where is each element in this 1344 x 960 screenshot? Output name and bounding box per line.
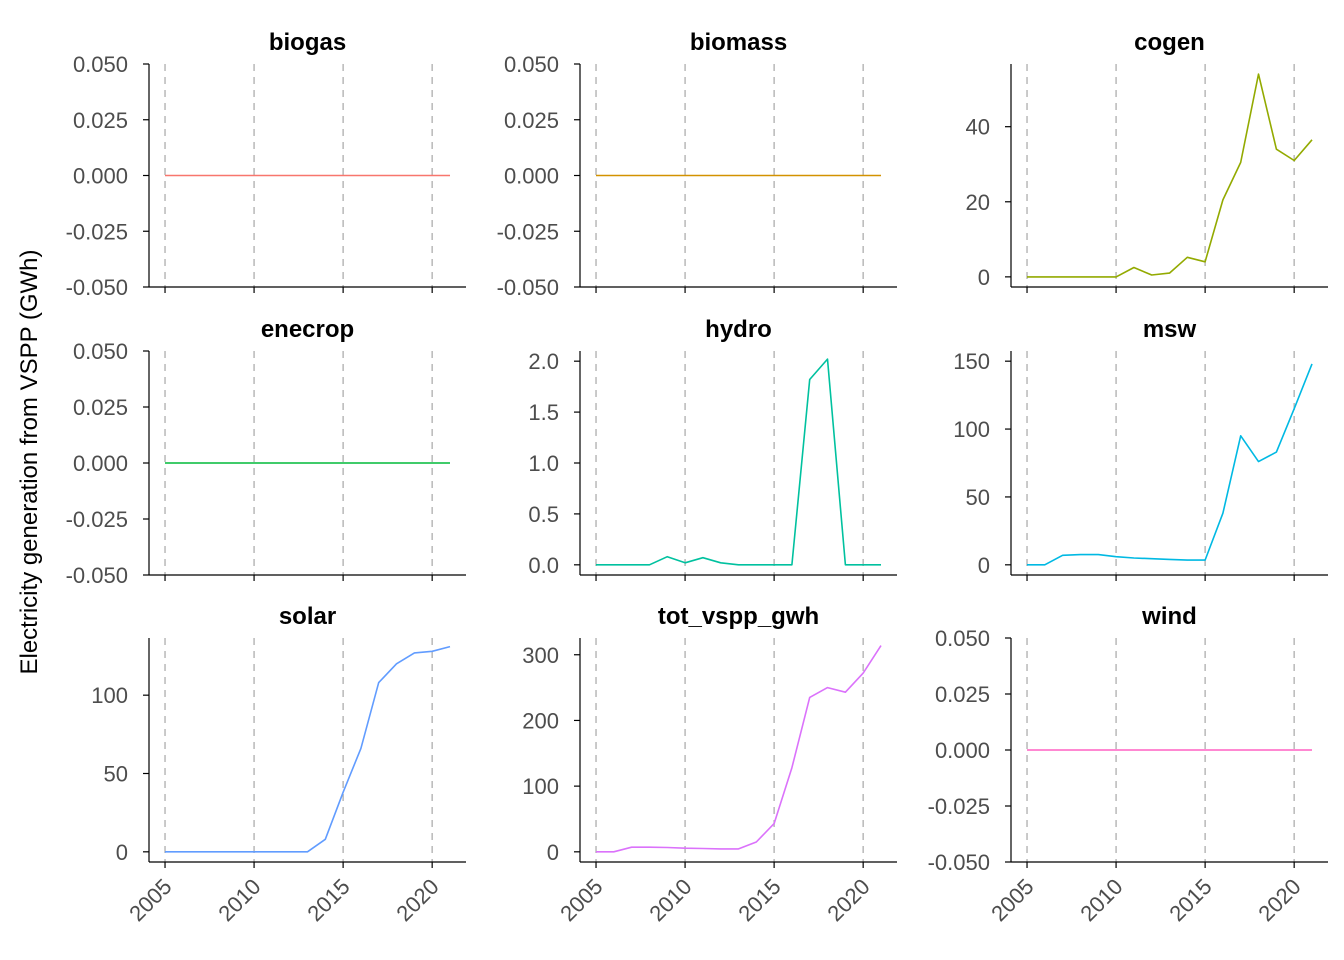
x-tick-label: 2005	[555, 874, 607, 926]
y-tick-label: 50	[966, 485, 990, 510]
y-tick-label: 0.000	[73, 164, 128, 189]
y-tick-label: -0.025	[66, 219, 128, 244]
y-tick-label: 0.050	[73, 339, 128, 364]
panel-title: solar	[279, 603, 336, 630]
y-tick-label: 0.0	[528, 553, 559, 578]
x-tick-label: 2010	[213, 874, 265, 926]
y-tick-label: 0.025	[73, 108, 128, 133]
series-line-cogen	[1027, 73, 1313, 278]
series-line-msw	[1027, 363, 1313, 566]
y-tick-label: 40	[966, 115, 990, 140]
panel-biogas: biogas 0.050 0.025 0.000 -0.025 -0.050	[66, 29, 466, 300]
y-tick-label: 0.050	[504, 52, 559, 77]
y-tick-label: 0.025	[504, 108, 559, 133]
y-tick-label: 100	[522, 774, 559, 799]
x-tick-label: 2010	[644, 874, 696, 926]
panel-title: cogen	[1134, 29, 1205, 56]
y-tick-label: 2.0	[528, 349, 559, 374]
y-tick-label: 150	[953, 349, 990, 374]
series-line-solar	[165, 645, 451, 853]
y-tick-label: 50	[104, 761, 128, 786]
y-tick-label: -0.050	[928, 850, 990, 875]
panel-title: wind	[1141, 603, 1197, 630]
y-tick-label: 0.000	[935, 738, 990, 763]
y-tick-label: 0	[978, 553, 990, 578]
y-tick-label: 0.025	[73, 395, 128, 420]
y-axis-label: Electricity generation from VSPP (GWh)	[16, 249, 43, 674]
series-line-tot_vspp_gwh	[596, 645, 882, 853]
x-tick-label: 2005	[986, 874, 1038, 926]
x-tick-label: 2015	[302, 874, 354, 926]
x-tick-label: 2015	[733, 874, 785, 926]
y-tick-label: 300	[522, 643, 559, 668]
panel-tot_vspp_gwh: tot_vspp_gwh 300 200 100 0 2005 2010 2015 2020	[522, 603, 897, 926]
y-tick-label: -0.025	[497, 219, 559, 244]
x-tick-label: 2010	[1075, 874, 1127, 926]
y-tick-label: 0	[978, 265, 990, 290]
y-tick-label: 0.000	[73, 451, 128, 476]
x-tick-label: 2020	[822, 874, 874, 926]
x-tick-label: 2015	[1164, 874, 1216, 926]
panel-title: biogas	[269, 29, 346, 56]
y-tick-label: 100	[91, 683, 128, 708]
y-tick-label: -0.025	[928, 794, 990, 819]
y-tick-label: -0.050	[66, 563, 128, 588]
panel-hydro: hydro 2.0 1.5 1.0 0.5 0.0	[528, 316, 897, 581]
panel-msw: msw 150 100 50 0	[953, 316, 1328, 581]
x-tick-label: 2005	[124, 874, 176, 926]
y-tick-label: 0.025	[935, 682, 990, 707]
y-tick-label: 0.050	[73, 52, 128, 77]
y-tick-label: 0.050	[935, 626, 990, 651]
y-tick-label: 200	[522, 708, 559, 733]
panel-solar: solar 100 50 0 2005 2010 2015 2020	[91, 603, 466, 926]
y-tick-label: 1.5	[528, 400, 559, 425]
panel-title: enecrop	[261, 316, 354, 343]
y-tick-label: -0.025	[66, 507, 128, 532]
panel-title: hydro	[705, 316, 772, 343]
y-tick-label: 0.000	[504, 164, 559, 189]
panel-biomass: biomass 0.050 0.025 0.000 -0.025 -0.050	[497, 29, 897, 300]
y-tick-label: 0	[116, 840, 128, 865]
panel-cogen: cogen 40 20 0	[966, 29, 1328, 293]
y-tick-label: 0	[547, 840, 559, 865]
y-tick-label: -0.050	[66, 275, 128, 300]
y-tick-label: 1.0	[528, 451, 559, 476]
y-tick-label: 0.5	[528, 502, 559, 527]
x-tick-label: 2020	[391, 874, 443, 926]
panel-enecrop: enecrop 0.050 0.025 0.000 -0.025 -0.050	[66, 316, 466, 588]
y-tick-label: 20	[966, 190, 990, 215]
series-line-hydro	[596, 358, 881, 566]
panel-title: tot_vspp_gwh	[658, 603, 819, 630]
x-tick-label: 2020	[1253, 874, 1305, 926]
panel-title: msw	[1143, 316, 1197, 343]
y-tick-label: -0.050	[497, 275, 559, 300]
panels: biogas0.0500.0250.000-0.025-0.050biomass…	[66, 29, 1328, 926]
panel-title: biomass	[690, 29, 787, 56]
y-tick-label: 100	[953, 417, 990, 442]
